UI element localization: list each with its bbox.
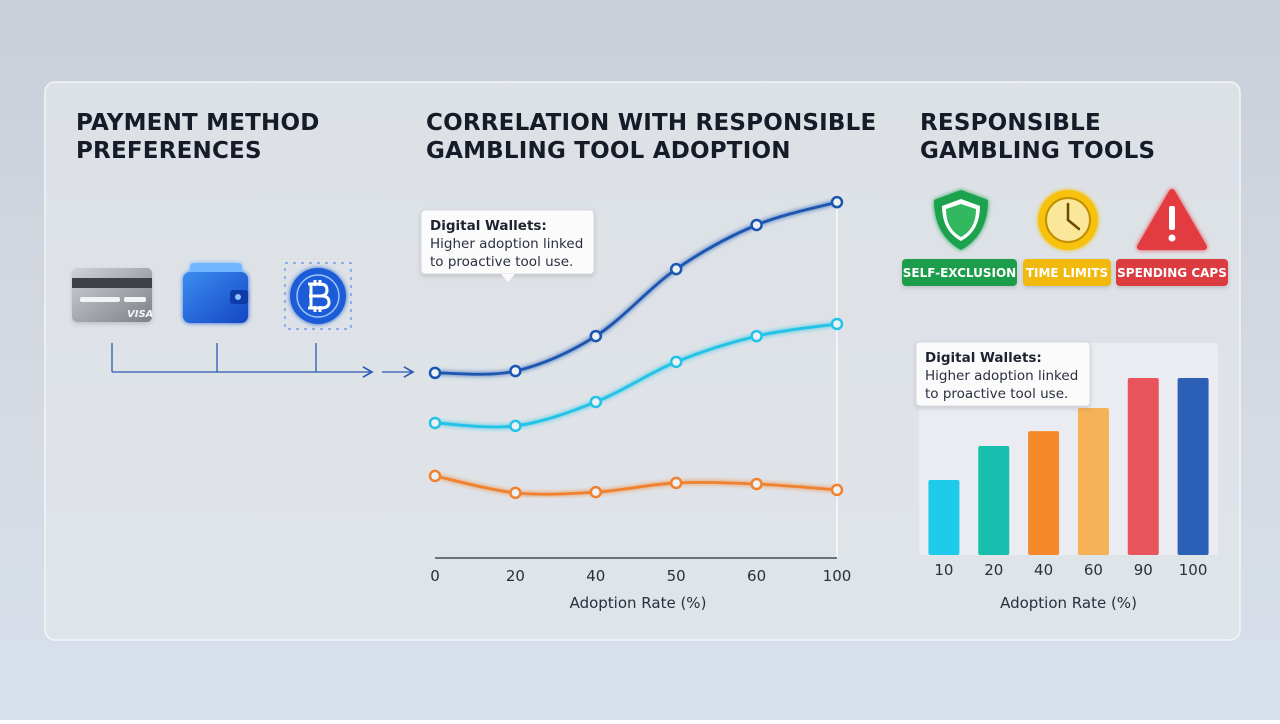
warning-icon (1137, 189, 1207, 250)
x-tick-label: 10 (934, 561, 953, 579)
bar (1127, 377, 1159, 555)
x-axis-label: Adoption Rate (%) (1000, 594, 1137, 612)
x-tick-label: 0 (430, 567, 440, 585)
bar (1028, 431, 1060, 555)
annotation-title: Digital Wallets: (925, 350, 1042, 366)
wallet-icon (183, 263, 248, 323)
bar (928, 480, 960, 555)
data-point (509, 419, 522, 433)
data-point (669, 355, 683, 369)
tool-badge (1023, 259, 1111, 286)
crypto-icon (284, 262, 352, 330)
data-point (830, 195, 844, 209)
annotation-text: Higher adoption linked (925, 368, 1078, 384)
data-point (428, 366, 442, 380)
data-point (428, 469, 442, 483)
data-point (589, 395, 603, 409)
data-point (830, 483, 844, 497)
shield-icon (934, 190, 988, 250)
annotation-title: Digital Wallets: (430, 218, 547, 234)
data-point (669, 476, 683, 490)
annotation-text: to proactive tool use. (430, 254, 573, 270)
bar (1177, 377, 1209, 555)
card-icon: VISA (72, 268, 153, 322)
x-tick-label: 100 (823, 567, 852, 585)
annotation-box (915, 341, 1091, 407)
annotation-tail (501, 274, 515, 282)
tool-badge (1116, 259, 1228, 286)
data-point (509, 364, 522, 378)
x-tick-label: 40 (1034, 561, 1053, 579)
x-tick-label: 20 (984, 561, 1003, 579)
annotation-text: to proactive tool use. (925, 386, 1068, 402)
series-line (434, 322, 838, 429)
x-tick-label: 100 (1179, 561, 1208, 579)
data-point (589, 329, 603, 343)
x-tick-label: 50 (667, 567, 686, 585)
x-tick-label: 90 (1134, 561, 1153, 579)
data-point (830, 317, 844, 331)
panel-title: PAYMENT METHOD (76, 110, 320, 136)
data-point (428, 416, 442, 430)
chart-title: GAMBLING TOOL ADOPTION (426, 138, 791, 164)
x-tick-label: 40 (586, 567, 605, 585)
series-line (434, 200, 838, 376)
panel-title: GAMBLING TOOLS (920, 138, 1155, 164)
panel-title: PREFERENCES (76, 138, 262, 164)
annotation-text: Higher adoption linked (430, 236, 583, 252)
data-point (509, 486, 522, 500)
connector (111, 343, 415, 378)
data-point (750, 477, 763, 491)
tool-badge (902, 259, 1017, 286)
tool-label: TIME LIMITS (1026, 266, 1108, 280)
x-tick-label: 20 (506, 567, 525, 585)
data-point (669, 262, 683, 276)
tool-label: SPENDING CAPS (1117, 266, 1227, 280)
data-point (589, 485, 603, 499)
card-brand: VISA (127, 309, 153, 320)
x-axis-label: Adoption Rate (%) (570, 594, 707, 612)
bar (1077, 408, 1109, 555)
x-tick-label: 60 (1084, 561, 1103, 579)
bar (978, 446, 1010, 555)
data-point (750, 329, 763, 343)
tool-label: SELF-EXCLUSION (903, 266, 1016, 280)
chart-title: CORRELATION WITH RESPONSIBLE (426, 110, 876, 136)
clock-icon (1038, 190, 1098, 250)
data-point (750, 218, 763, 232)
x-tick-label: 60 (747, 567, 766, 585)
panel-title: RESPONSIBLE (920, 110, 1101, 136)
